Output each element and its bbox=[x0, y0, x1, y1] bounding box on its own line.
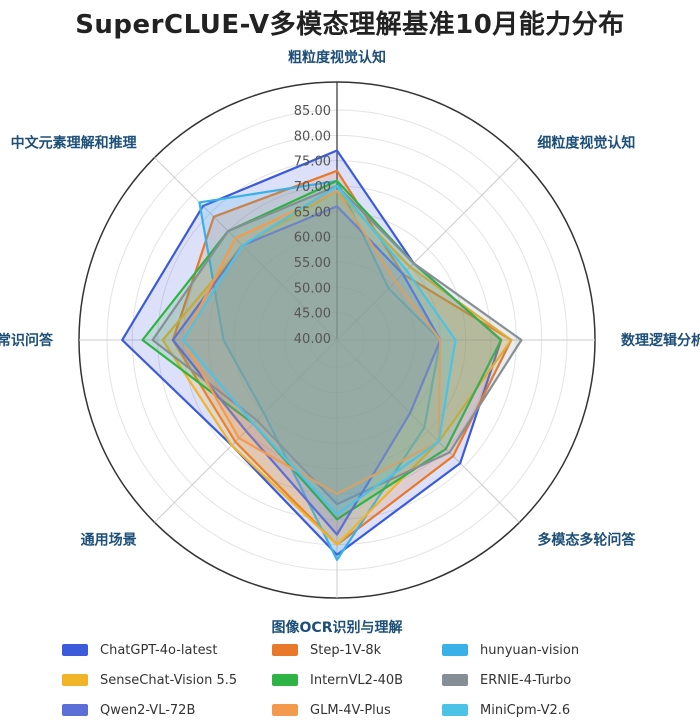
legend-swatch bbox=[442, 644, 468, 656]
legend-item[interactable]: ChatGPT-4o-latest bbox=[62, 640, 217, 660]
axis-label: 粗粒度视觉认知 bbox=[288, 49, 386, 66]
legend-swatch bbox=[272, 704, 298, 716]
legend-label: SenseChat-Vision 5.5 bbox=[100, 672, 238, 688]
axis-label: 中文元素理解和推理 bbox=[11, 135, 137, 152]
legend-label: GLM-4V-Plus bbox=[310, 702, 391, 718]
legend-label: hunyuan-vision bbox=[480, 642, 580, 658]
series-polygon-4 bbox=[141, 179, 503, 521]
legend-swatch bbox=[442, 674, 468, 686]
axis-spoke bbox=[336, 157, 520, 341]
axis-label: 多模态多轮问答 bbox=[537, 531, 636, 548]
radar-series bbox=[121, 149, 523, 562]
tick-label: 75.00 bbox=[294, 155, 331, 170]
tick-label: 60.00 bbox=[294, 231, 331, 246]
chart-title: SuperCLUE-V多模态理解基准10月能力分布 bbox=[75, 10, 625, 40]
axis-spoke bbox=[336, 339, 520, 523]
axis-label: 细粒度视觉认知 bbox=[537, 135, 635, 152]
legend-swatch bbox=[62, 704, 88, 716]
legend-item[interactable]: GLM-4V-Plus bbox=[272, 700, 391, 720]
axis-spoke bbox=[154, 157, 338, 341]
legend-item[interactable]: SenseChat-Vision 5.5 bbox=[62, 670, 237, 690]
tick-label: 40.00 bbox=[294, 332, 331, 347]
axis-label: 图像OCR识别与理解 bbox=[272, 619, 403, 636]
legend-item[interactable]: hunyuan-vision bbox=[442, 640, 579, 660]
legend-item[interactable]: Step-1V-8k bbox=[272, 640, 381, 660]
legend-label: InternVL2-40B bbox=[310, 672, 404, 688]
tick-label: 80.00 bbox=[294, 129, 331, 144]
legend-label: Step-1V-8k bbox=[310, 642, 382, 658]
legend-swatch bbox=[62, 644, 88, 656]
radar-chart: 40.00 45.00 50.00 55.00 60.00 65.00 70.00 75.00… bbox=[0, 49, 700, 636]
tick-label: 70.00 bbox=[294, 180, 331, 195]
series-polygon-6 bbox=[171, 205, 442, 536]
series-polygon-2 bbox=[198, 179, 442, 562]
axis-label: 常识问答 bbox=[0, 332, 54, 349]
tick-label: 45.00 bbox=[294, 307, 331, 322]
axis-label: 数理逻辑分析 bbox=[621, 332, 700, 349]
series-polygon-8 bbox=[181, 184, 457, 516]
legend-label: ERNIE-4-Turbo bbox=[480, 672, 572, 688]
tick-label: 50.00 bbox=[294, 281, 331, 296]
legend-swatch bbox=[272, 644, 298, 656]
tick-label: 85.00 bbox=[294, 104, 331, 119]
tick-label: 55.00 bbox=[294, 256, 331, 271]
legend-label: ChatGPT-4o-latest bbox=[100, 642, 218, 658]
tick-label: 65.00 bbox=[294, 205, 331, 220]
axis-label: 通用场景 bbox=[81, 532, 137, 548]
radar-ticks: 40.00 45.00 50.00 55.00 60.00 65.00 70.00 75.00… bbox=[294, 104, 331, 347]
legend-label: MiniCpm-V2.6 bbox=[480, 702, 571, 718]
legend-label: Qwen2-VL-72B bbox=[100, 702, 196, 718]
legend-swatch bbox=[442, 704, 468, 716]
legend-item[interactable]: Qwen2-VL-72B bbox=[62, 700, 195, 720]
legend-item[interactable]: InternVL2-40B bbox=[272, 670, 403, 690]
series-polygon-5 bbox=[151, 184, 523, 506]
legend-swatch bbox=[62, 674, 88, 686]
legend-item[interactable]: ERNIE-4-Turbo bbox=[442, 670, 571, 690]
legend-swatch bbox=[272, 674, 298, 686]
legend-item[interactable]: MiniCpm-V2.6 bbox=[442, 700, 570, 720]
